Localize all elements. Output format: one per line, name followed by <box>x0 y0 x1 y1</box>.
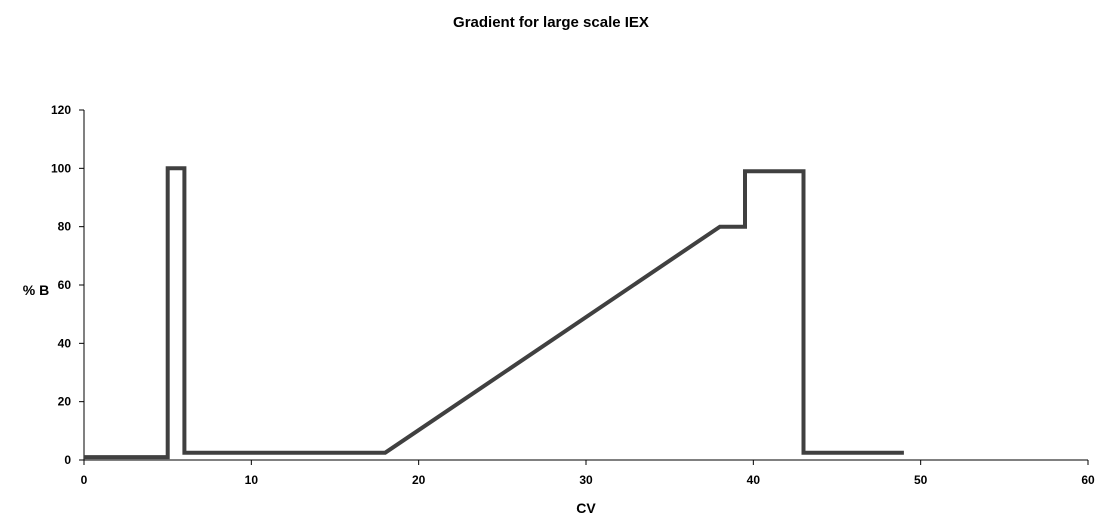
y-tick-label: 60 <box>58 278 72 292</box>
series-layer <box>84 166 904 460</box>
y-tick-label: 20 <box>58 395 72 409</box>
chart-title: Gradient for large scale IEX <box>453 14 649 31</box>
x-axis-label: CV <box>576 500 596 516</box>
x-tick-label: 20 <box>412 473 426 487</box>
tick-labels: 0 20 40 60 80 100 120 0 10 20 30 40 50 60 <box>51 103 1095 487</box>
x-tick-label: 50 <box>914 473 928 487</box>
series-line <box>84 166 904 460</box>
y-tick-label: 80 <box>58 220 72 234</box>
x-tick-label: 40 <box>747 473 761 487</box>
x-tick-label: 30 <box>579 473 593 487</box>
y-tick-label: 100 <box>51 161 71 175</box>
y-tick-label: 0 <box>64 453 71 467</box>
axes <box>79 109 1089 465</box>
y-tick-label: 40 <box>58 336 72 350</box>
y-axis-label: % B <box>23 282 49 298</box>
x-tick-label: 0 <box>81 473 88 487</box>
x-tick-label: 10 <box>245 473 259 487</box>
y-tick-label: 120 <box>51 103 71 117</box>
x-tick-label: 60 <box>1081 473 1095 487</box>
